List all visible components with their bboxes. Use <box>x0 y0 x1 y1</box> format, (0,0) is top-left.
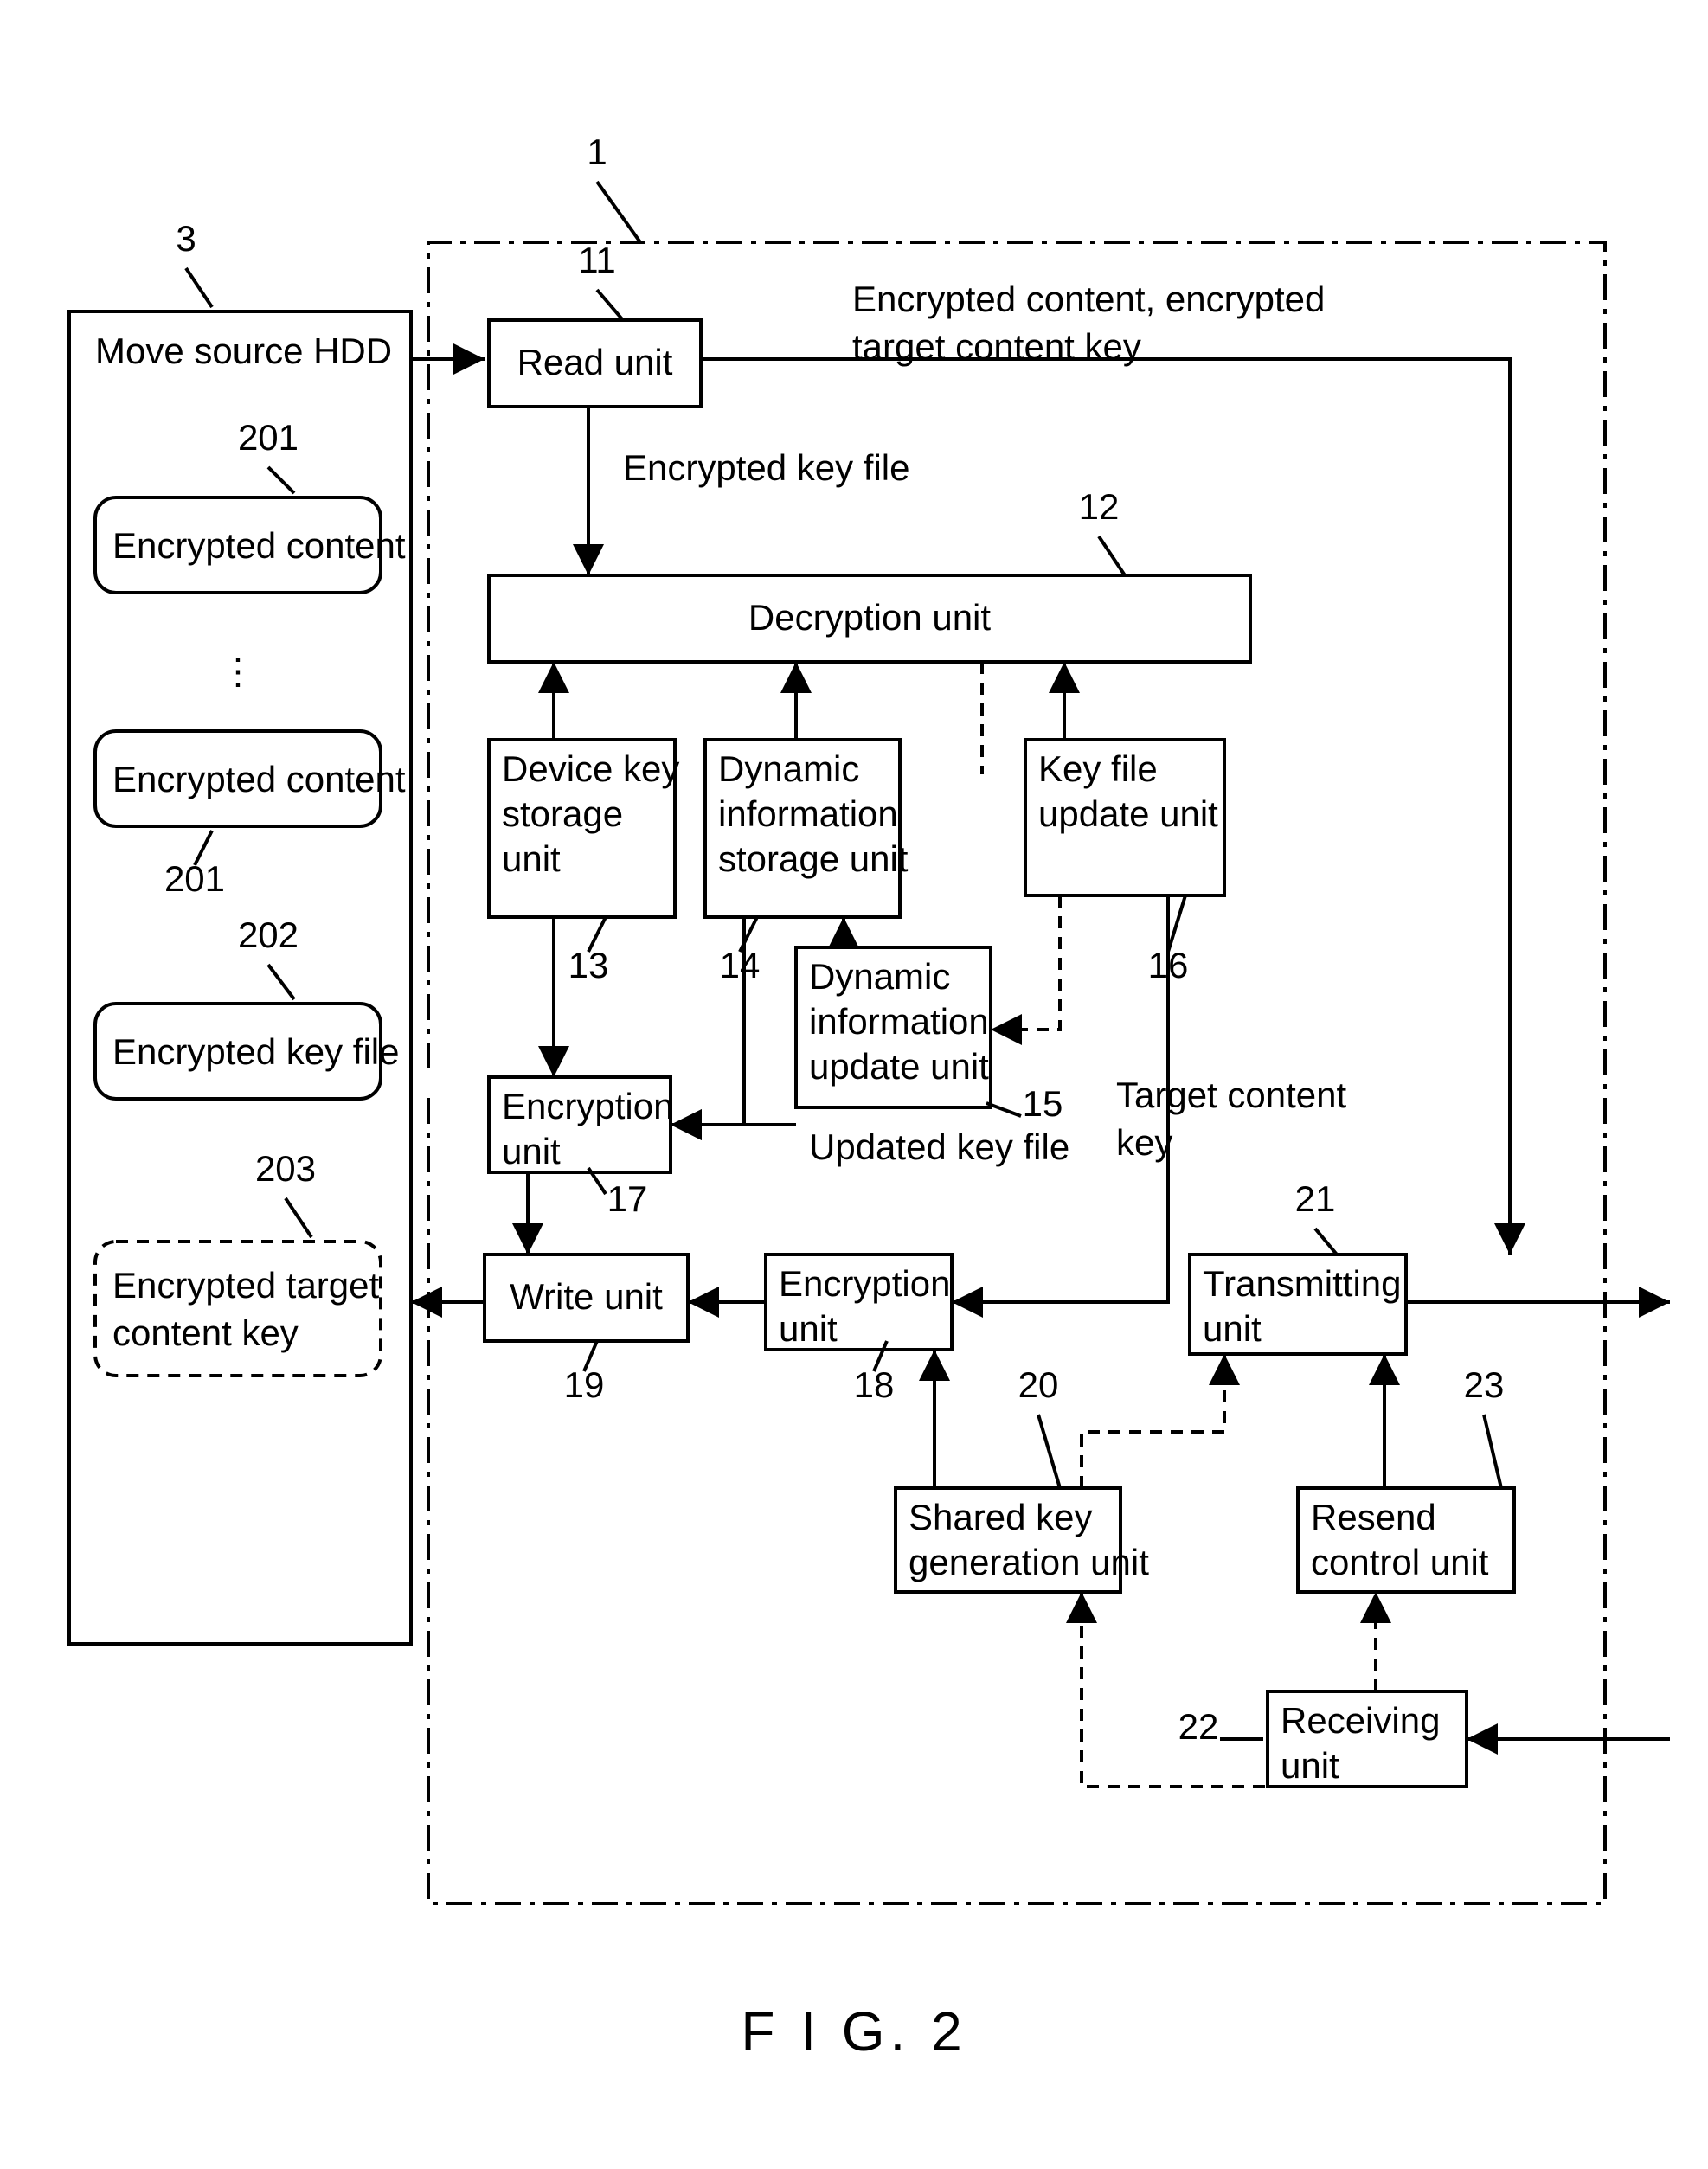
svg-text:20: 20 <box>1018 1364 1059 1405</box>
edge-kfu-to-dynupd <box>991 895 1060 1030</box>
svg-text:information: information <box>718 793 898 834</box>
enc-key-file-label: Encrypted key file <box>623 447 910 488</box>
svg-text:Write unit: Write unit <box>510 1276 663 1317</box>
edge-skg-to-tx <box>1082 1354 1224 1488</box>
svg-text:Encryption: Encryption <box>502 1086 673 1126</box>
target-content-key: Target content <box>1116 1075 1347 1115</box>
svg-text:unit: unit <box>1281 1745 1339 1786</box>
hdd-title: Move source HDD <box>95 330 392 371</box>
outer-block <box>428 242 1605 1903</box>
svg-text:17: 17 <box>607 1178 648 1219</box>
svg-text:update unit: update unit <box>809 1046 989 1087</box>
enc-target-key <box>95 1242 381 1376</box>
svg-text:12: 12 <box>1079 486 1120 527</box>
svg-text:Encryption: Encryption <box>779 1263 950 1304</box>
svg-text:21: 21 <box>1295 1178 1336 1219</box>
svg-text:Dynamic: Dynamic <box>809 956 950 997</box>
svg-text:203: 203 <box>255 1148 316 1189</box>
svg-text:content key: content key <box>112 1312 299 1353</box>
enc-content-key-label: Encrypted content, encrypted <box>852 279 1325 319</box>
svg-text:unit: unit <box>779 1308 838 1349</box>
svg-text:202: 202 <box>238 914 299 955</box>
svg-text:Decryption unit: Decryption unit <box>748 597 991 638</box>
svg-text:15: 15 <box>1023 1083 1063 1124</box>
svg-text:generation unit: generation unit <box>909 1542 1149 1582</box>
svg-text:Receiving: Receiving <box>1281 1700 1440 1741</box>
svg-text:storage: storage <box>502 793 623 834</box>
svg-text:3: 3 <box>176 218 196 259</box>
svg-text:Device key: Device key <box>502 748 679 789</box>
svg-text:storage unit: storage unit <box>718 838 909 879</box>
svg-text:Transmitting: Transmitting <box>1203 1263 1402 1304</box>
svg-text:201: 201 <box>238 417 299 458</box>
svg-text:Key file: Key file <box>1038 748 1158 789</box>
svg-text:information: information <box>809 1001 989 1042</box>
svg-text:unit: unit <box>1203 1308 1262 1349</box>
svg-text:11: 11 <box>578 240 616 280</box>
svg-text:23: 23 <box>1464 1364 1505 1405</box>
svg-text:Encrypted content: Encrypted content <box>112 759 406 799</box>
svg-text:Resend: Resend <box>1311 1497 1436 1537</box>
svg-text:22: 22 <box>1178 1706 1219 1747</box>
svg-text:unit: unit <box>502 1131 561 1171</box>
ellipsis: ⋮ <box>220 651 256 691</box>
svg-text:Encrypted target: Encrypted target <box>112 1265 380 1306</box>
svg-text:unit: unit <box>502 838 561 879</box>
svg-text:Read unit: Read unit <box>517 342 673 382</box>
figure-caption: F I G. 2 <box>741 2000 966 2063</box>
updated-key-file: Updated key file <box>809 1126 1069 1167</box>
target-content-key: key <box>1116 1122 1172 1163</box>
svg-text:Dynamic: Dynamic <box>718 748 859 789</box>
svg-text:1: 1 <box>587 132 607 172</box>
svg-text:update unit: update unit <box>1038 793 1218 834</box>
svg-text:Encrypted key file: Encrypted key file <box>112 1031 400 1072</box>
svg-text:control unit: control unit <box>1311 1542 1489 1582</box>
svg-text:Encrypted content: Encrypted content <box>112 525 406 566</box>
svg-text:Shared key: Shared key <box>909 1497 1092 1537</box>
